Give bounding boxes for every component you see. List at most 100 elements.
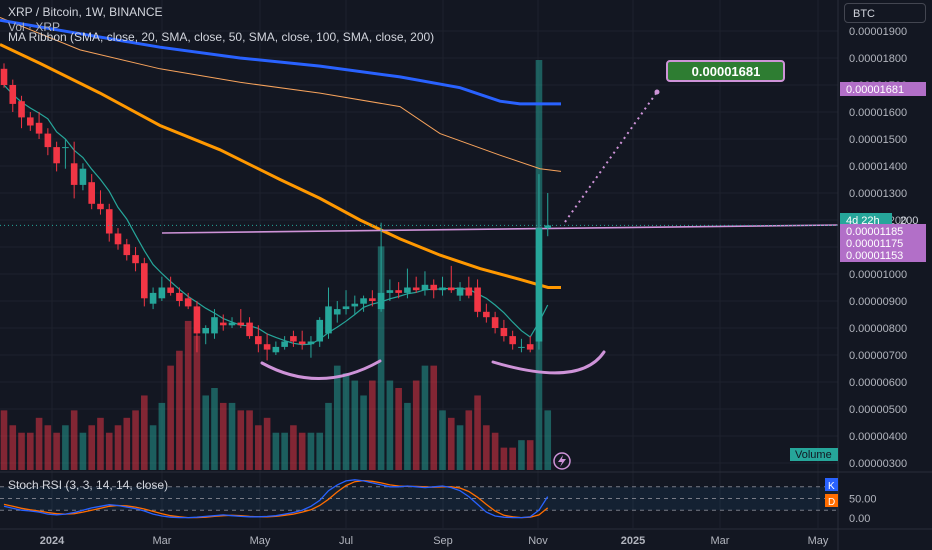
candle-body	[246, 322, 253, 337]
currency-button[interactable]: BTC	[844, 3, 926, 23]
candle-body	[325, 306, 332, 334]
candle	[35, 112, 43, 139]
candle	[79, 163, 87, 191]
volume-bar	[176, 350, 183, 470]
y-tick-label: 0.00000400	[849, 431, 907, 443]
volume-bar	[44, 425, 52, 470]
candle-body	[255, 336, 262, 345]
candle-body	[298, 341, 306, 345]
volume-bar	[149, 425, 157, 470]
candle	[149, 287, 157, 310]
candle-body	[97, 203, 104, 210]
candle-body	[35, 122, 43, 134]
candle	[447, 265, 455, 293]
candle	[526, 336, 534, 353]
candle	[9, 79, 17, 112]
candle	[316, 317, 324, 347]
candle-body	[360, 298, 367, 304]
volume-bar	[62, 425, 69, 470]
volume-bar	[430, 365, 438, 470]
candle	[167, 276, 174, 296]
rsi-tick-label: 0.00	[849, 513, 870, 525]
y-tick-label: 0.00001600	[849, 107, 907, 119]
volume-bar	[167, 365, 174, 470]
candle-body	[62, 147, 69, 149]
volume-tag: Volume	[795, 449, 832, 461]
volume-bar	[316, 432, 324, 470]
annotations: 0.00001681	[161, 60, 839, 470]
x-tick-label: May	[808, 535, 829, 547]
k-tag: K	[828, 481, 835, 492]
candle	[412, 276, 420, 293]
candle-body	[333, 309, 341, 315]
ma-ribbon-legend: MA Ribbon (SMA, close, 20, SMA, close, 5…	[8, 30, 435, 44]
candle	[500, 319, 508, 342]
volume-bar	[158, 402, 166, 470]
candle-body	[237, 322, 245, 326]
candle	[123, 238, 131, 261]
candle	[298, 330, 306, 350]
volume-bar	[491, 432, 499, 470]
x-tick-label: Mar	[711, 535, 730, 547]
volume-bar	[202, 395, 210, 470]
y-tick-label: 0.00001400	[849, 161, 907, 173]
volume-bar	[35, 417, 43, 470]
target-label-box	[666, 60, 785, 82]
y-tick-label: 0.00000300	[849, 458, 907, 470]
candle	[18, 95, 25, 129]
candle	[141, 257, 148, 307]
x-tick-label: Nov	[528, 535, 548, 547]
candle-body	[158, 287, 166, 299]
volume-bar	[421, 365, 429, 470]
candle-body	[281, 341, 288, 347]
volume-bar	[351, 380, 359, 470]
volume-bar	[281, 432, 288, 470]
candlesticks[interactable]	[0, 63, 838, 361]
candle-body	[88, 182, 95, 204]
candle-body	[386, 290, 394, 293]
candle	[342, 290, 350, 315]
stoch-k-line	[3, 479, 549, 519]
y-tick-label: 0.00000600	[849, 377, 907, 389]
candle	[132, 247, 139, 272]
candle-body	[184, 298, 192, 307]
volume-bar	[123, 417, 131, 470]
candle-body	[27, 117, 34, 126]
y-tick-label: 0.00001800	[849, 53, 907, 65]
candle	[105, 203, 113, 242]
volume-bar	[246, 410, 253, 470]
volume-bar	[474, 395, 481, 470]
candle	[456, 282, 464, 301]
candle	[211, 309, 218, 339]
x-tick-label: 2024	[40, 535, 65, 547]
candle-body	[263, 344, 271, 350]
volume-bar	[544, 410, 552, 470]
ma100-line	[0, 17, 562, 172]
candle	[228, 317, 236, 328]
candle-body	[211, 317, 218, 334]
volume-bar	[132, 410, 139, 470]
volume-bar	[53, 432, 60, 470]
x-tick-label: 2025	[621, 535, 645, 547]
volume-bar	[263, 417, 271, 470]
volume-bar	[211, 388, 218, 470]
candle-body	[70, 163, 78, 185]
y-tick-label: 0.00001300	[849, 188, 907, 200]
stoch-rsi-pane	[0, 471, 932, 530]
d-tag: D	[828, 497, 835, 508]
candle-body	[465, 287, 473, 296]
candle	[176, 287, 183, 307]
candle-body	[412, 287, 420, 291]
candle-body	[447, 287, 455, 291]
lightning-icon-bolt	[558, 455, 566, 467]
target-label-text: 0.00001681	[692, 64, 761, 79]
volume-bar	[483, 425, 490, 470]
volume-bar	[18, 432, 25, 470]
candle	[544, 193, 552, 237]
volume-bar	[325, 402, 332, 470]
candle-body	[421, 284, 429, 291]
candle	[491, 311, 499, 334]
candle-body	[123, 244, 131, 256]
